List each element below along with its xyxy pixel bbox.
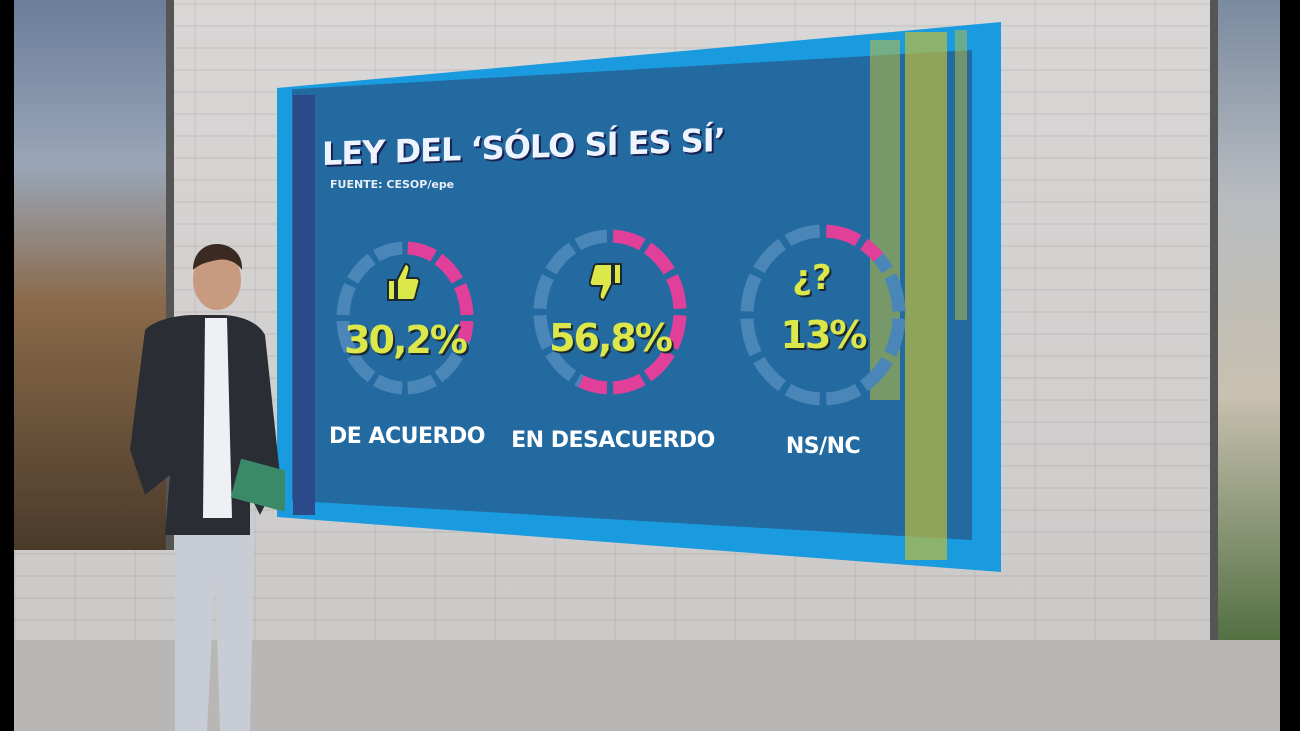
donut-segment-empty	[574, 373, 584, 387]
thumbs-up-icon	[384, 262, 421, 311]
donut-ns-nc	[740, 224, 906, 406]
donut-segment-filled	[453, 282, 474, 316]
category-label-agree: DE ACUERDO	[329, 424, 485, 449]
donut-segment-filled	[859, 238, 884, 262]
donut-segment-empty	[407, 374, 437, 395]
donut-segment-empty	[574, 229, 608, 251]
donut-segment-filled	[612, 373, 646, 395]
donut-segment-filled	[643, 349, 675, 382]
decor-stripe	[293, 95, 315, 515]
donut-segment-empty	[545, 242, 577, 275]
donut-segment-empty	[873, 253, 893, 274]
decor-stripe	[905, 32, 947, 560]
value-label-agree: 30,2%	[344, 318, 468, 362]
donut-segment-filled	[578, 375, 608, 395]
donut-segment-empty	[784, 224, 821, 247]
category-label-disagree: EN DESACUERDO	[511, 428, 715, 453]
decor-stripe	[955, 30, 967, 320]
donut-segment-empty	[740, 273, 762, 312]
donut-segment-empty	[373, 241, 403, 262]
donut-segment-empty	[336, 282, 357, 316]
donut-segment-empty	[884, 273, 906, 312]
donut-de-acuerdo	[336, 241, 474, 395]
thumbs-down-icon	[588, 258, 625, 311]
donut-en-desacuerdo	[533, 229, 687, 395]
donut-segment-empty	[753, 238, 787, 274]
donut-segment-empty	[347, 253, 376, 284]
donut-segment-empty	[454, 338, 470, 354]
donut-segment-filled	[666, 314, 687, 350]
donut-segment-empty	[740, 318, 762, 357]
category-label-nsnc: NS/NC	[785, 434, 861, 459]
donut-segment-filled	[612, 229, 646, 251]
value-label-nsnc: 13%	[780, 313, 868, 357]
donut-segment-empty	[434, 352, 463, 383]
chart-source: FUENTE: CESOP/epe	[330, 178, 455, 191]
donut-segment-empty	[373, 374, 403, 395]
donut-segment-empty	[825, 383, 862, 406]
donut-segment-empty	[347, 352, 376, 383]
donut-segment-empty	[884, 318, 906, 357]
donut-segment-empty	[784, 383, 821, 406]
donut-segment-filled	[666, 274, 687, 310]
donut-segment-empty	[533, 314, 554, 350]
donut-segment-filled	[407, 241, 437, 262]
question-icon: ¿?	[792, 258, 832, 298]
window-right	[1210, 0, 1280, 660]
donut-segment-filled	[434, 253, 463, 284]
donut-segment-empty	[859, 356, 893, 392]
donut-segment-empty	[753, 356, 787, 392]
presenter	[130, 244, 285, 731]
value-label-disagree: 56,8%	[549, 316, 673, 360]
donut-segment-filled	[643, 242, 675, 275]
donut-segment-filled	[457, 320, 474, 343]
donut-segment-empty	[533, 274, 554, 310]
donut-segment-empty	[336, 320, 357, 354]
donut-segment-filled	[825, 224, 862, 247]
donut-segment-empty	[545, 349, 577, 382]
